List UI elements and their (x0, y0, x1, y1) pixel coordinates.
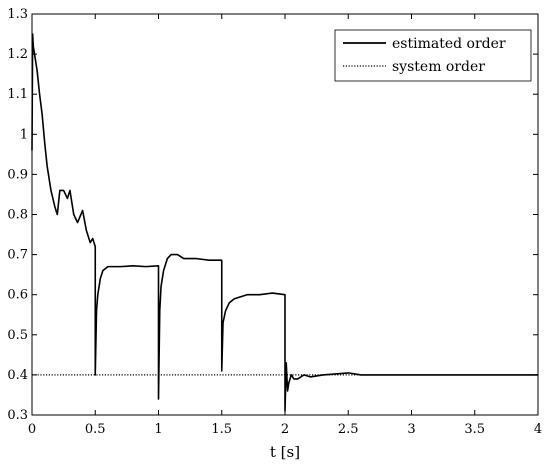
legend-box (334, 29, 532, 82)
y-tick-label: 0.3 (7, 408, 28, 423)
y-tick-label: 1.3 (7, 7, 28, 22)
y-tick-label: 0.8 (7, 208, 28, 223)
x-tick-label: 1.5 (211, 422, 232, 437)
y-tick-label: 0.7 (7, 248, 28, 263)
series-group (31, 33, 538, 412)
y-tick-label: 0.9 (7, 167, 28, 182)
y-tick-label: 0.4 (7, 368, 28, 383)
y-tick-label: 0.5 (7, 328, 28, 343)
x-axis-title: t [s] (270, 443, 300, 461)
x-tick-label: 3 (407, 422, 415, 437)
series-line-estimated-order (31, 33, 538, 412)
x-tick-label: 1 (154, 422, 162, 437)
legend-label-system-order: system order (392, 59, 485, 75)
x-tick-label: 0 (28, 422, 36, 437)
x-tick-label: 0.5 (85, 422, 106, 437)
x-tick-label: 2.5 (338, 422, 359, 437)
y-tick-label: 1 (20, 127, 28, 142)
y-tick-label: 1.2 (7, 47, 28, 62)
axis-ticks: 0 0.5 1 1.5 2 2.5 3 3.5 4 0.3 0.4 0.5 0.6 0.7 0.8 0.9 1 1… (7, 7, 542, 437)
legend: estimated order system order (334, 29, 532, 82)
x-tick-label: 3.5 (464, 422, 485, 437)
x-tick-label: 4 (534, 422, 542, 437)
legend-label-estimated-order: estimated order (392, 36, 506, 52)
x-tick-label: 2 (281, 422, 289, 437)
y-tick-label: 1.1 (7, 87, 28, 102)
y-tick-label: 0.6 (7, 288, 28, 303)
